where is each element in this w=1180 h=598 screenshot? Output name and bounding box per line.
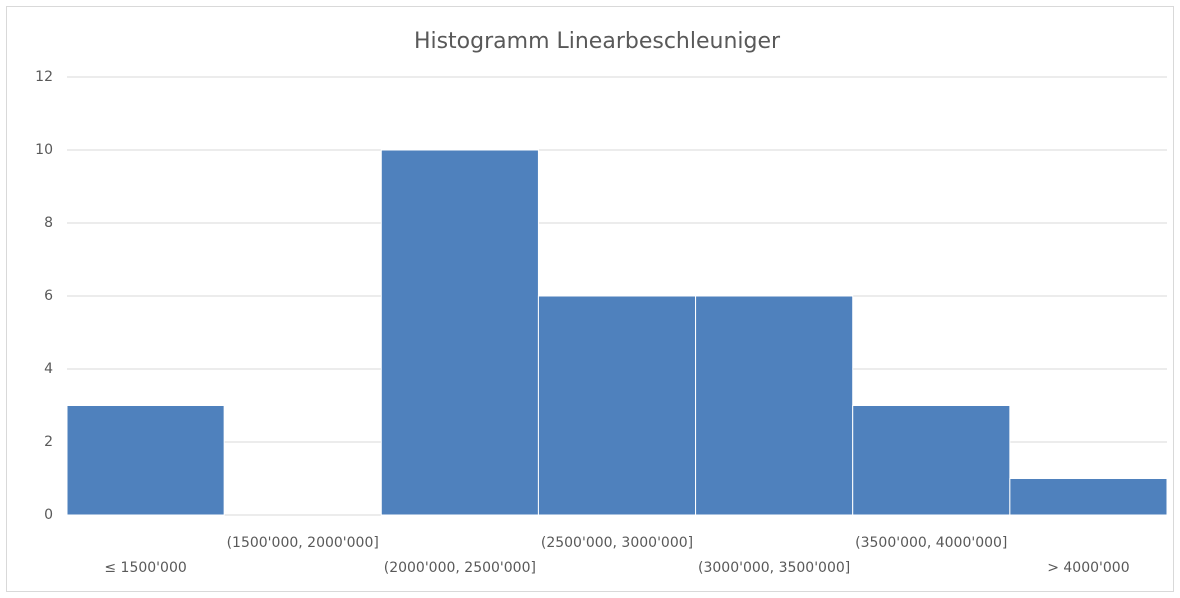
x-tick-label: (3000'000, 3500'000]: [698, 560, 850, 576]
y-tick-label: 4: [44, 361, 53, 377]
x-tick-label: (3500'000, 4000'000]: [855, 535, 1007, 551]
y-tick-label: 10: [35, 142, 53, 158]
y-tick-label: 12: [35, 69, 53, 85]
bar: [1009, 478, 1168, 516]
x-tick-label: (2500'000, 3000'000]: [541, 535, 693, 551]
x-tick-label: (2000'000, 2500'000]: [384, 560, 536, 576]
bar: [66, 405, 225, 516]
bar: [380, 149, 539, 516]
x-tick-label: > 4000'000: [1047, 560, 1129, 576]
bar: [695, 295, 854, 516]
bar: [537, 295, 697, 516]
bar: [852, 405, 1011, 516]
chart-title: Histogramm Linearbeschleuniger: [414, 29, 781, 54]
x-tick-label: (1500'000, 2000'000]: [227, 535, 379, 551]
y-tick-label: 8: [44, 215, 53, 231]
x-tick-label: ≤ 1500'000: [104, 560, 186, 576]
y-tick-label: 2: [44, 434, 53, 450]
y-tick-label: 6: [44, 288, 53, 304]
y-tick-label: 0: [44, 507, 53, 523]
